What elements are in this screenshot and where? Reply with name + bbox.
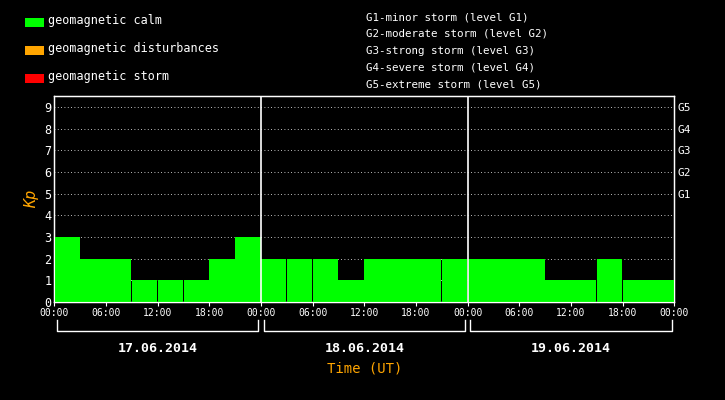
Bar (287, 259, 312, 302)
Text: 18.06.2014: 18.06.2014 (324, 342, 405, 355)
Bar (571, 280, 597, 302)
Text: geomagnetic storm: geomagnetic storm (48, 70, 169, 82)
Bar (25, 46, 44, 55)
Bar (442, 259, 467, 302)
Bar (54, 237, 80, 302)
Bar (674, 280, 700, 302)
Text: Time (UT): Time (UT) (327, 362, 402, 375)
Bar (519, 259, 544, 302)
Bar (132, 280, 157, 302)
Bar (106, 259, 131, 302)
Bar (545, 280, 571, 302)
Text: G1-minor storm (level G1): G1-minor storm (level G1) (366, 12, 529, 22)
Bar (235, 237, 260, 302)
Y-axis label: Kp: Kp (24, 190, 39, 208)
Bar (157, 280, 183, 302)
Text: G3-strong storm (level G3): G3-strong storm (level G3) (366, 46, 535, 56)
Bar (25, 74, 44, 83)
Text: G4-severe storm (level G4): G4-severe storm (level G4) (366, 63, 535, 73)
Bar (597, 259, 622, 302)
Bar (494, 259, 519, 302)
Text: geomagnetic disturbances: geomagnetic disturbances (48, 42, 218, 55)
Bar (623, 280, 648, 302)
Bar (183, 280, 209, 302)
Text: 17.06.2014: 17.06.2014 (117, 342, 198, 355)
Text: G5-extreme storm (level G5): G5-extreme storm (level G5) (366, 80, 542, 90)
Bar (312, 259, 338, 302)
Bar (648, 280, 674, 302)
Text: 19.06.2014: 19.06.2014 (531, 342, 611, 355)
Bar (468, 259, 493, 302)
Bar (210, 259, 235, 302)
Bar (364, 259, 390, 302)
Text: G2-moderate storm (level G2): G2-moderate storm (level G2) (366, 29, 548, 39)
Bar (339, 280, 364, 302)
Bar (25, 18, 44, 27)
Bar (261, 259, 286, 302)
Text: geomagnetic calm: geomagnetic calm (48, 14, 162, 27)
Bar (80, 259, 106, 302)
Bar (390, 259, 415, 302)
Bar (416, 259, 442, 302)
